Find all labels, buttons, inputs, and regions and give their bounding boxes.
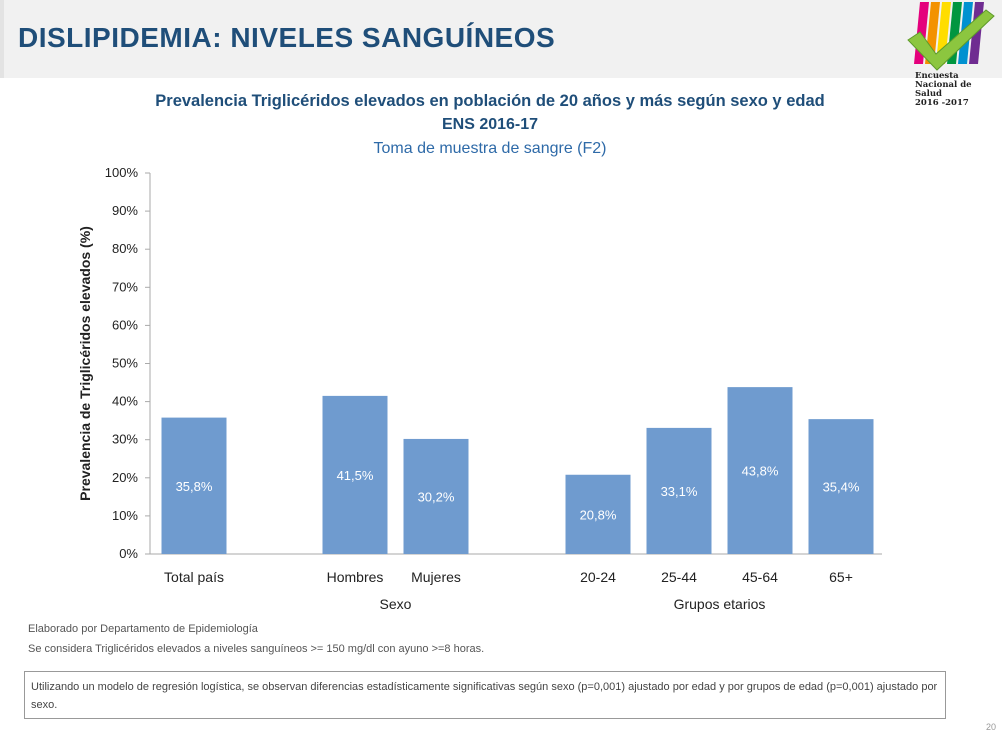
y-tick-label: 40% (112, 394, 138, 409)
y-tick-label: 80% (112, 241, 138, 256)
definition-note: Se considera Triglicéridos elevados a ni… (28, 643, 485, 655)
page-title: DISLIPIDEMIA: NIVELES SANGUÍNEOS (18, 22, 556, 53)
x-tick-label: Mujeres (411, 569, 461, 585)
data-label: 43,8% (742, 464, 779, 479)
logo-stripe (936, 2, 951, 64)
ens-logo (907, 2, 995, 71)
chart-title: Prevalencia Triglicéridos elevados en po… (155, 92, 825, 110)
chart-subtitle: Toma de muestra de sangre (F2) (373, 140, 607, 157)
x-tick-label: 65+ (829, 569, 853, 585)
bar (322, 395, 388, 554)
data-label: 33,1% (661, 484, 698, 499)
x-tick-label: 20-24 (580, 569, 616, 585)
data-label: 30,2% (418, 489, 455, 504)
logo-line: Encuesta (915, 71, 959, 81)
y-tick-label: 100% (105, 165, 139, 180)
y-tick-label: 30% (112, 432, 138, 447)
y-tick-label: 90% (112, 203, 138, 218)
source-note: Elaborado por Departamento de Epidemiolo… (28, 623, 258, 635)
bar (403, 438, 469, 554)
y-tick-label: 70% (112, 279, 138, 294)
x-group-label: Sexo (380, 596, 412, 612)
data-label: 20,8% (580, 507, 617, 522)
y-tick-label: 0% (119, 546, 138, 561)
data-label: 35,8% (176, 479, 213, 494)
logo-line: 2016 -2017 (915, 98, 969, 108)
y-tick-label: 50% (112, 356, 138, 371)
logo-check-mark (907, 9, 995, 71)
significance-note: Utilizando un modelo de regresión logíst… (24, 671, 946, 719)
y-tick-label: 20% (112, 470, 138, 485)
bar (161, 417, 227, 554)
header-accent-strip (0, 0, 4, 78)
bar-chart: 0% 10% 20% 30% 40% 50% 60% 70% 80% 90% 100% Prevale… (77, 165, 882, 612)
page-number: 20 (986, 722, 997, 732)
x-tick-label: 25-44 (661, 569, 697, 585)
x-tick-label: Total país (164, 569, 224, 585)
bar (808, 419, 874, 554)
chart-title-2: ENS 2016-17 (441, 116, 539, 133)
header-band (0, 0, 1002, 78)
data-label: 35,4% (823, 480, 860, 495)
bar (727, 387, 793, 554)
y-axis-label: Prevalencia de Triglicéridos elevados (%… (77, 226, 93, 501)
bar (565, 474, 631, 554)
x-group-label: Grupos etarios (674, 596, 766, 612)
bar (646, 427, 712, 554)
x-tick-label: 45-64 (742, 569, 778, 585)
logo-line: Nacional de (915, 80, 972, 90)
data-label: 41,5% (337, 468, 374, 483)
logo-text: Encuesta Nacional de Salud 2016 -2017 (915, 72, 972, 108)
logo-line: Salud (915, 89, 942, 99)
x-tick-label: Hombres (327, 569, 384, 585)
y-tick-label: 60% (112, 317, 138, 332)
y-tick-label: 10% (112, 508, 138, 523)
